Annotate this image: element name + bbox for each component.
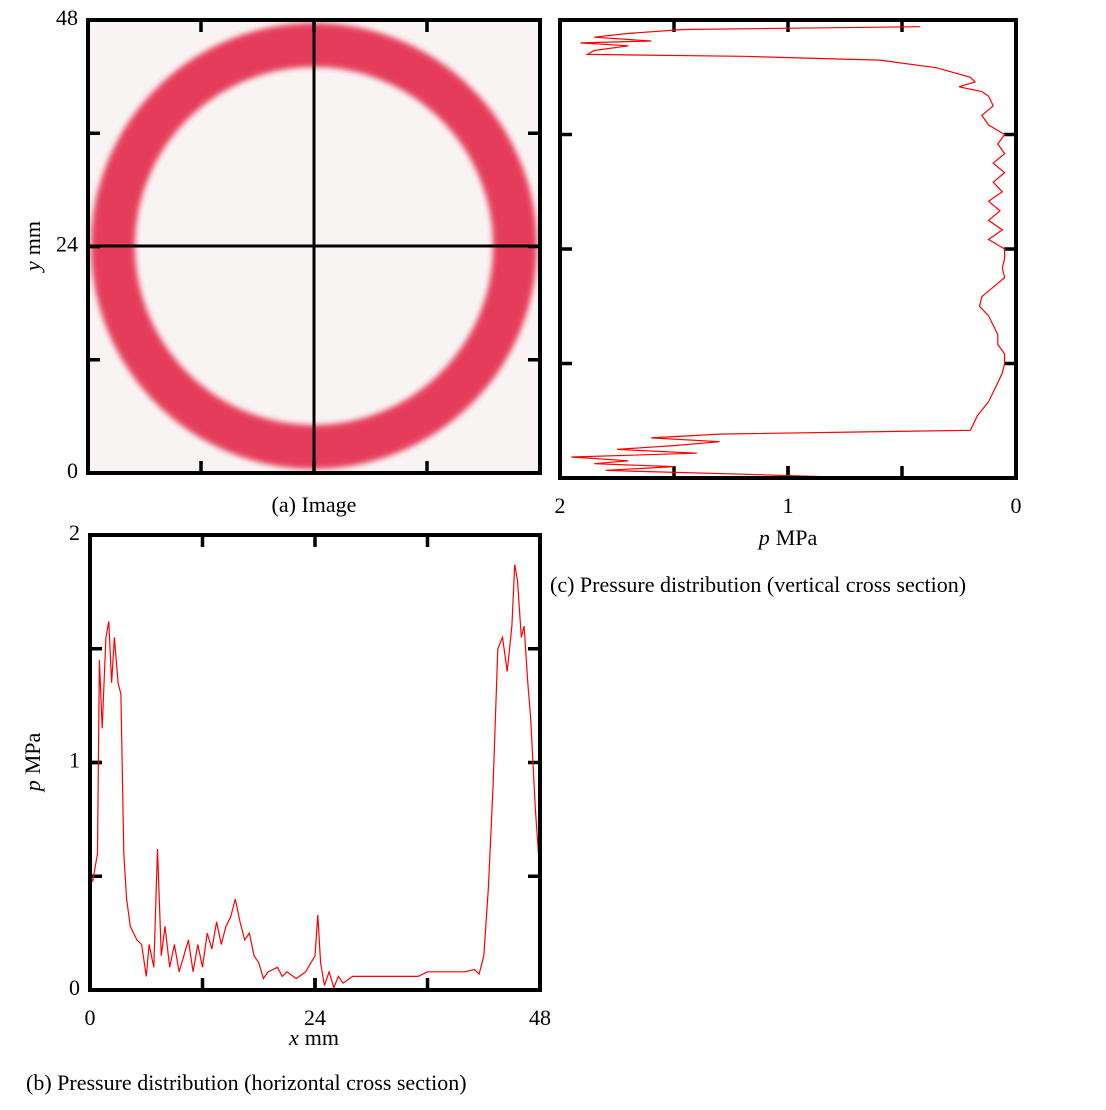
frame bbox=[90, 535, 540, 990]
figure: ymm (a) Image pMPa xmm (b) Pressure dist… bbox=[0, 0, 1106, 1105]
unit: MPa bbox=[20, 732, 45, 774]
x-tick-label: 2 bbox=[555, 493, 566, 518]
unit: MPa bbox=[776, 525, 818, 550]
frame bbox=[560, 20, 1016, 478]
caption: (a) Image bbox=[272, 492, 357, 517]
symbol: p bbox=[757, 525, 770, 550]
pressure-line bbox=[90, 565, 540, 988]
y-axis-label: y mm bbox=[20, 221, 45, 273]
x-tick-label: 0 bbox=[85, 1005, 96, 1030]
symbol: p bbox=[20, 780, 45, 793]
symbol: y bbox=[20, 261, 45, 273]
y-tick-label: 0 bbox=[67, 458, 78, 483]
symbol: x bbox=[288, 1025, 299, 1050]
y-tick-label: 1 bbox=[69, 748, 80, 773]
y-tick-label: 0 bbox=[69, 975, 80, 1000]
y-tick-label: 48 bbox=[56, 5, 78, 30]
x-tick-label: 48 bbox=[529, 1005, 551, 1030]
x-tick-label: 0 bbox=[1011, 493, 1022, 518]
y-tick-label: 2 bbox=[69, 520, 80, 545]
x-tick-label: 24 bbox=[304, 1005, 326, 1030]
caption: (c) Pressure distribution (vertical cros… bbox=[550, 572, 966, 597]
y-axis-label: p MPa bbox=[20, 732, 45, 793]
y-tick-label: 24 bbox=[56, 232, 78, 257]
caption: (b) Pressure distribution (horizontal cr… bbox=[26, 1070, 467, 1095]
pressure-line bbox=[571, 27, 1004, 478]
unit: mm bbox=[20, 221, 45, 255]
x-tick-label: 1 bbox=[783, 493, 794, 518]
